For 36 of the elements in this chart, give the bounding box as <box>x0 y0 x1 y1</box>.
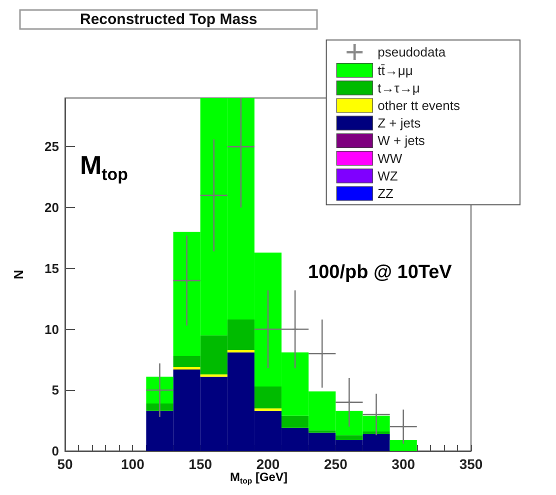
y-tick-label: 25 <box>44 139 59 154</box>
legend-label: tt̄→μμ <box>378 62 413 78</box>
point <box>346 399 352 406</box>
y-tick-label: 15 <box>44 260 59 276</box>
bar <box>282 416 309 428</box>
legend-label: Z + jets <box>378 116 422 131</box>
x-tick-label: 100 <box>120 456 145 472</box>
chart-title: Reconstructed Top Mass <box>80 11 258 28</box>
bar <box>146 404 174 411</box>
legend-label: other tt events <box>378 98 460 113</box>
annotation: M$_{top}$ <box>80 150 128 185</box>
x-axis-title: M$_{top}$ [GeV] <box>230 470 288 486</box>
y-tick-label: 5 <box>52 382 59 398</box>
x-tick-label: 50 <box>57 456 73 472</box>
x-tick-label: 350 <box>459 456 483 472</box>
x-tick-label: 150 <box>188 456 212 472</box>
y-tick-label: 10 <box>44 322 59 337</box>
legend-label: ZZ <box>378 186 394 201</box>
bar <box>146 376 174 404</box>
y-tick-label: 20 <box>44 200 59 216</box>
bar <box>336 435 363 440</box>
y-tick-label: 0 <box>52 444 59 458</box>
bar <box>390 440 417 451</box>
y-axis-title: N <box>11 270 26 280</box>
legend-label: W + jets <box>378 133 426 148</box>
legend-label: WW <box>378 150 403 166</box>
x-tick-label: 250 <box>324 456 348 472</box>
annotation: 100/pb @ 10TeV <box>308 262 452 284</box>
legend-label: t→τ→μ <box>378 80 420 96</box>
bar <box>254 408 282 411</box>
legend-label: WZ <box>378 168 398 184</box>
bar <box>227 350 254 352</box>
bar <box>254 386 282 408</box>
x-tick-label: 200 <box>256 456 280 472</box>
x-tick-label: 300 <box>392 456 416 472</box>
legend-label: pseudodata <box>378 44 446 60</box>
